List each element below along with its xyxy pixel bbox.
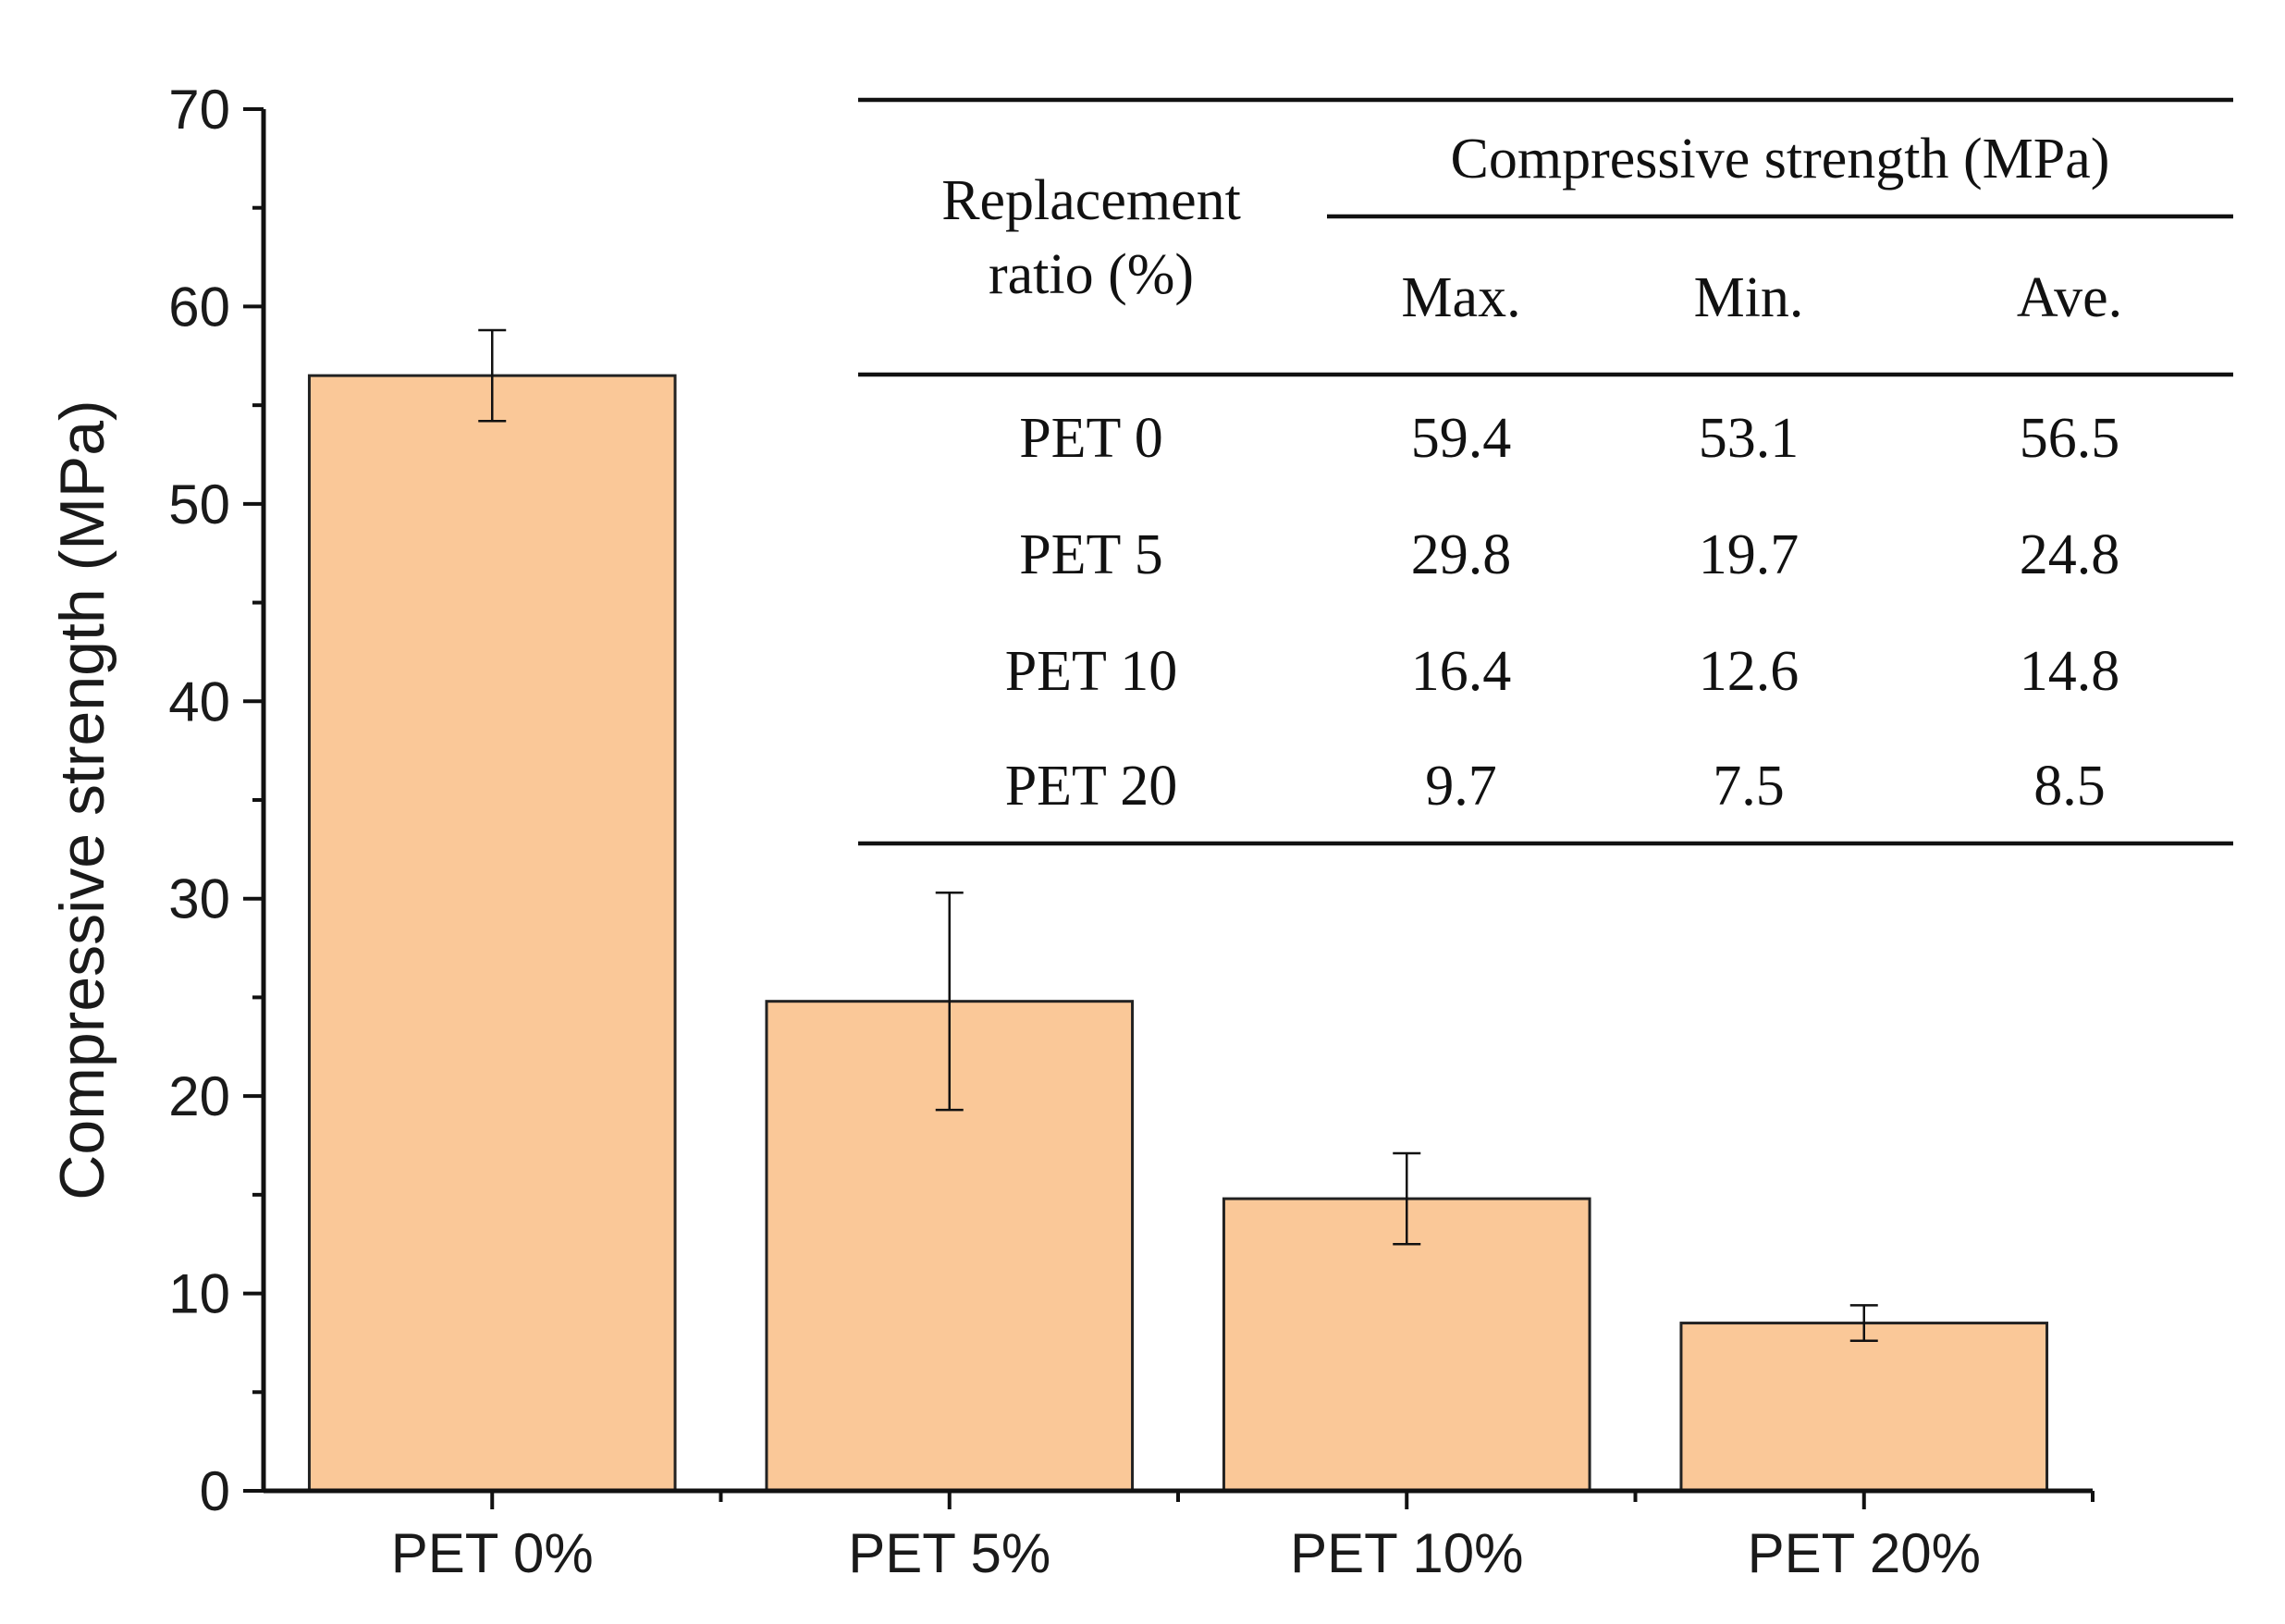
table-row: PET 5 29.8 19.7 24.8 — [1019, 523, 2119, 586]
table-cell-max: 29.8 — [1411, 523, 1512, 586]
inset-table: Replacement ratio (%) Compressive streng… — [858, 97, 2233, 846]
y-tick-label: 0 — [200, 1460, 230, 1522]
x-tick-label: PET 10% — [1290, 1522, 1523, 1584]
x-tick-label: PET 5% — [848, 1522, 1050, 1584]
y-tick-label: 50 — [168, 474, 230, 535]
table-cell-max: 16.4 — [1411, 640, 1512, 703]
errorbars-layer — [478, 328, 1878, 1343]
bar — [1679, 1322, 2049, 1493]
table-row-label: PET 5 — [1019, 523, 1163, 586]
table-row-header-line2: ratio (%) — [989, 243, 1194, 306]
table-col-max: Max. — [1401, 266, 1520, 329]
table-cell-ave: 56.5 — [2020, 407, 2120, 470]
table-col-min: Min. — [1694, 266, 1804, 329]
table-cell-ave: 14.8 — [2020, 640, 2120, 703]
table-cell-min: 19.7 — [1699, 523, 1800, 586]
y-tick-label: 20 — [168, 1065, 230, 1127]
table-cell-max: 9.7 — [1425, 755, 1497, 818]
x-tick-label: PET 0% — [391, 1522, 594, 1584]
y-tick-label: 60 — [168, 276, 230, 338]
ticks-layer: PET 0% PET 5% PET 10% PET 20% 0 10 20 30 40 50 60 7… — [168, 79, 2095, 1584]
table-col-ave: Ave. — [2017, 266, 2122, 329]
table-row-label: PET 0 — [1019, 407, 1163, 470]
table-cell-min: 7.5 — [1713, 755, 1785, 818]
table-row-label: PET 20 — [1005, 755, 1178, 818]
table-row-header-line1: Replacement — [941, 169, 1241, 232]
y-tick-label: 40 — [168, 671, 230, 732]
table-cell-min: 53.1 — [1699, 407, 1800, 470]
x-tick-label: PET 20% — [1748, 1522, 1981, 1584]
table-group-header: Compressive strength (MPa) — [1451, 128, 2110, 191]
table-row: PET 0 59.4 53.1 56.5 — [1019, 407, 2119, 470]
bar — [307, 374, 677, 1493]
table-row: PET 10 16.4 12.6 14.8 — [1005, 640, 2120, 703]
table-cell-max: 59.4 — [1411, 407, 1512, 470]
y-tick-label: 70 — [168, 79, 230, 141]
table-cell-ave: 8.5 — [2033, 755, 2106, 818]
y-tick-label: 30 — [168, 868, 230, 930]
table-row: PET 20 9.7 7.5 8.5 — [1005, 755, 2106, 818]
y-axis-title: Compressive strength (MPa) — [47, 400, 117, 1200]
table-cell-ave: 24.8 — [2020, 523, 2120, 586]
y-tick-label: 10 — [168, 1263, 230, 1325]
table-row-label: PET 10 — [1005, 640, 1178, 703]
table-cell-min: 12.6 — [1699, 640, 1800, 703]
